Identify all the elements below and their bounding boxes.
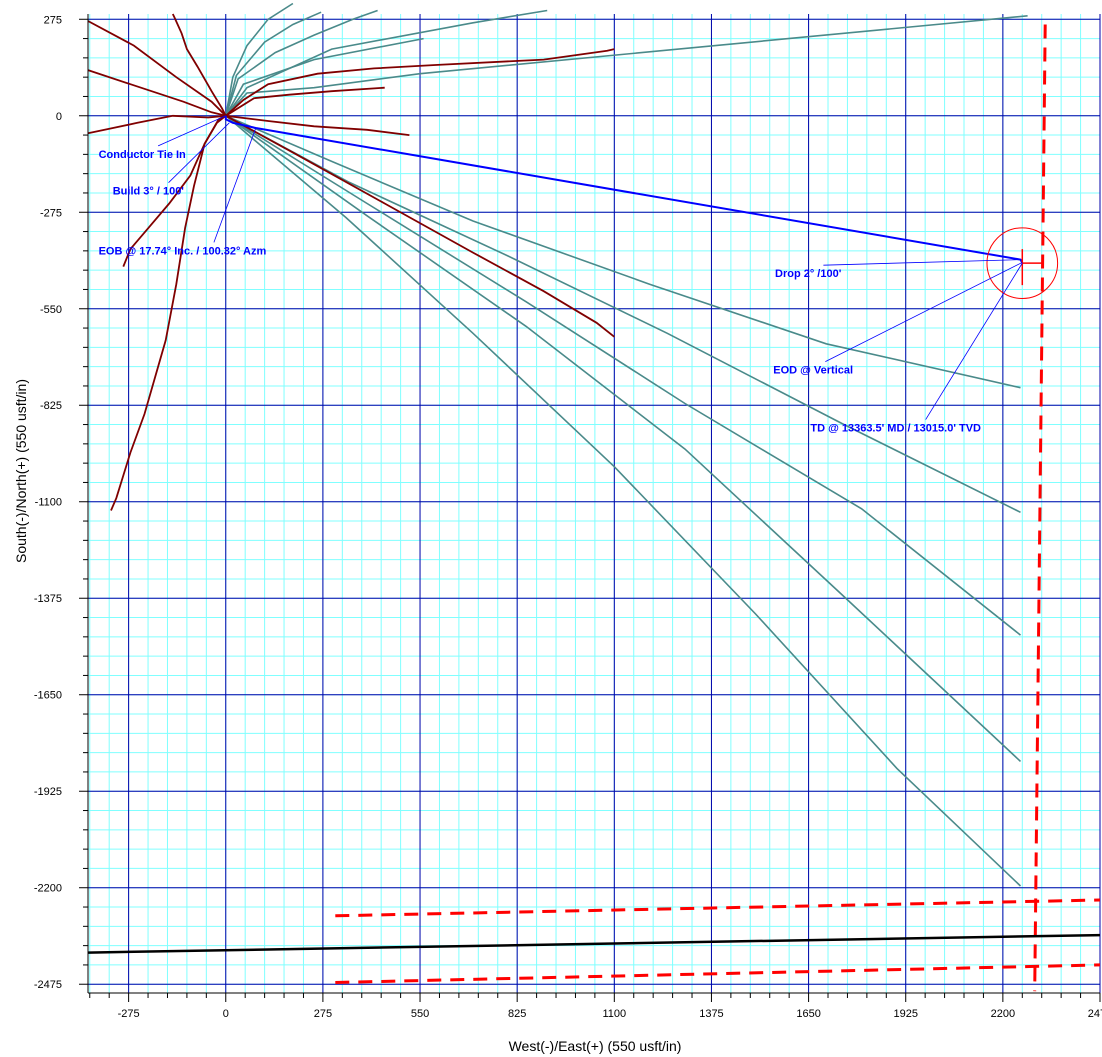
- annotation-leader: [925, 262, 1023, 420]
- y-tick-label: 275: [44, 14, 62, 26]
- annotation-leader: [157, 115, 226, 147]
- section-line: [87, 933, 1101, 954]
- plan-well-group: [224, 115, 1024, 264]
- annotation-leader: [825, 262, 1023, 363]
- annotation-label: EOB @ 17.74° Inc. / 100.32° Azm: [99, 245, 267, 257]
- y-tick-label: -2200: [34, 883, 62, 895]
- offset-well-maroon-line: [87, 69, 227, 117]
- offset-well-teal-line: [225, 115, 1022, 887]
- lease-lines: [335, 24, 1101, 992]
- y-tick-label: -1925: [34, 786, 62, 798]
- x-tick-label: 1650: [796, 1008, 820, 1020]
- offset-well-teal-line: [225, 115, 1021, 389]
- x-tick-label: 0: [223, 1008, 229, 1020]
- offset-well-teal-line: [225, 9, 378, 117]
- y-axis-title: South(-)/North(+) (550 usft/in): [13, 379, 29, 563]
- annotation-label: Drop 2° /100': [775, 268, 842, 280]
- y-tick-label: -1375: [34, 593, 62, 605]
- offset-well-teal-line: [225, 15, 1028, 117]
- offset-well-maroon-line: [225, 114, 410, 136]
- x-axis-title: West(-)/East(+) (550 usft/in): [509, 1038, 682, 1054]
- tick-labels: -275 0 275 550 825 1100 1375 1650 1925 2200 2475 27…: [34, 14, 1102, 1020]
- y-tick-label: -550: [40, 304, 62, 316]
- x-tick-label: 2475: [1088, 1008, 1102, 1020]
- lease-line: [1033, 24, 1047, 992]
- target-group: [986, 227, 1059, 299]
- offset-well-maroon-line: [225, 115, 615, 338]
- x-tick-label: 1925: [893, 1008, 917, 1020]
- axes: [79, 14, 1101, 1002]
- offset-wells-maroon: [87, 13, 615, 511]
- offset-well-maroon-line: [225, 48, 615, 117]
- annotation-leader: [213, 127, 257, 243]
- offset-well-maroon-line: [87, 20, 227, 117]
- y-tick-label: -825: [40, 400, 62, 412]
- offset-well-maroon-line: [225, 86, 385, 117]
- major-grid: [88, 14, 1101, 993]
- annotation-label: Conductor Tie In: [99, 149, 186, 161]
- annotation-leader: [168, 122, 230, 183]
- offset-well-maroon-line: [110, 115, 227, 511]
- y-tick-label: -2475: [34, 979, 62, 991]
- target-circle: [986, 227, 1059, 299]
- offset-well-teal-line: [225, 115, 1021, 514]
- minor-grid: [88, 14, 1101, 993]
- annotation-label: EOD @ Vertical: [773, 365, 853, 377]
- y-tick-label: 0: [56, 111, 62, 123]
- section-line-group: [87, 933, 1101, 954]
- lease-line: [335, 963, 1101, 984]
- lease-line: [335, 898, 1101, 918]
- x-tick-label: 550: [411, 1008, 429, 1020]
- annotation-leader: [823, 259, 1021, 266]
- offset-well-teal-line: [225, 37, 424, 117]
- plan-well-line: [224, 115, 1024, 264]
- offset-well-teal-line: [225, 115, 1021, 636]
- y-tick-label: -1650: [34, 690, 62, 702]
- offset-well-teal-line: [225, 9, 548, 117]
- annotation-label: Build 3° / 100': [113, 186, 185, 198]
- offset-wells-teal: [225, 2, 1028, 887]
- offset-well-teal-line: [225, 11, 322, 117]
- y-tick-label: -1100: [35, 497, 62, 509]
- x-tick-label: 825: [508, 1008, 526, 1020]
- x-tick-label: 1100: [602, 1008, 626, 1020]
- offset-well-teal-line: [225, 115, 1022, 762]
- y-tick-label: -275: [40, 207, 62, 219]
- annotations: Conductor Tie In Build 3° / 100' EOB @ 17.…: [99, 115, 1023, 435]
- offset-well-teal-line: [225, 2, 294, 116]
- annotation-label: TD @ 13363.5' MD / 13015.0' TVD: [810, 423, 981, 435]
- offset-well-maroon-line: [171, 13, 227, 117]
- x-tick-label: -275: [118, 1008, 140, 1020]
- offset-well-maroon-line: [87, 114, 226, 135]
- x-tick-label: 2200: [991, 1008, 1015, 1020]
- x-tick-label: 275: [314, 1008, 332, 1020]
- x-tick-label: 1375: [699, 1008, 723, 1020]
